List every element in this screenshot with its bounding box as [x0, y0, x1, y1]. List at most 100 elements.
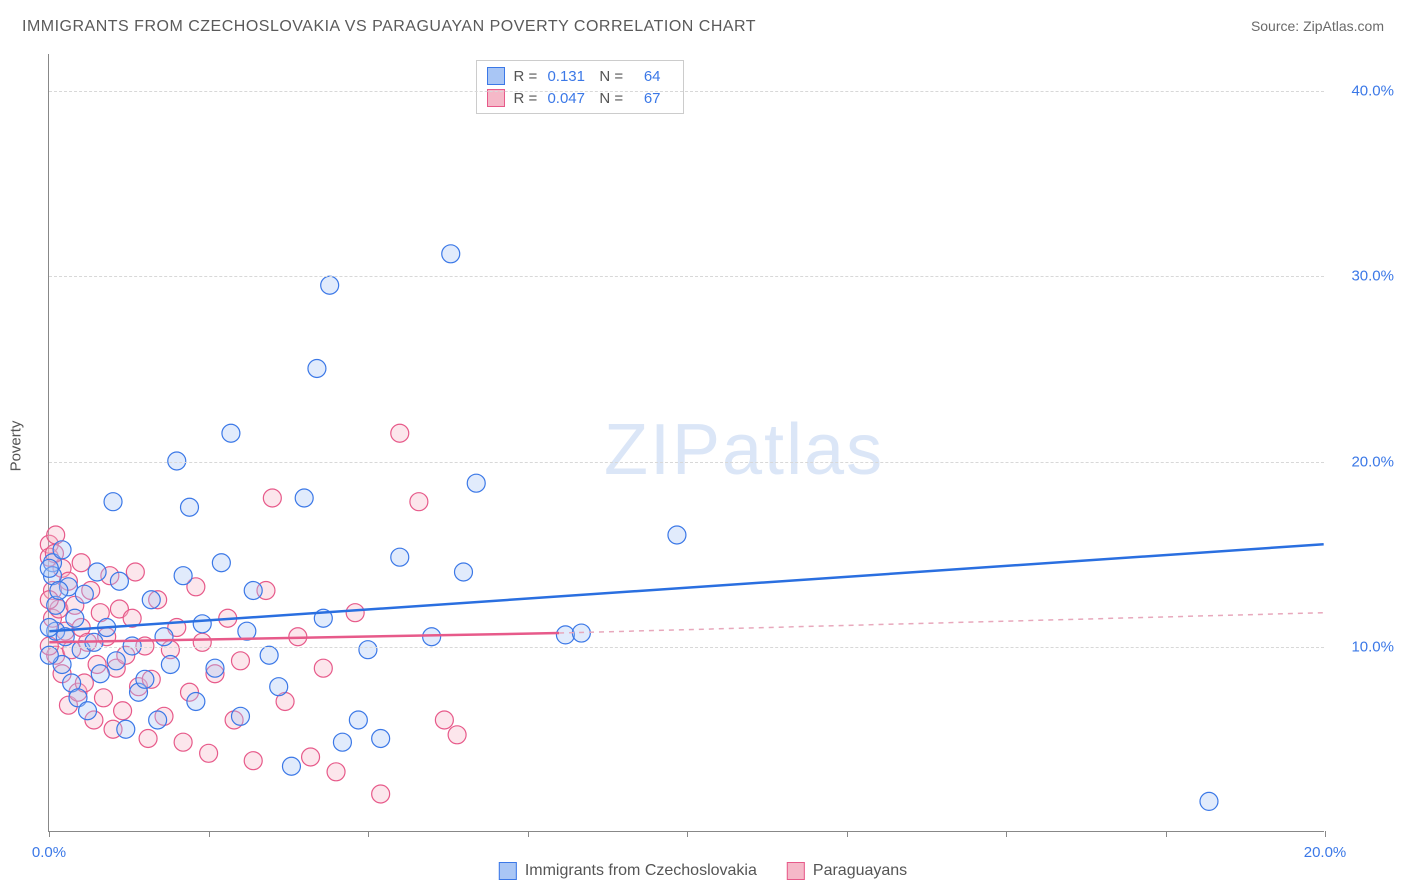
n-value: 64 [631, 68, 673, 85]
x-tick [209, 831, 210, 837]
r-value: 0.047 [545, 90, 587, 107]
data-point [372, 730, 390, 748]
data-point [174, 567, 192, 585]
data-point [206, 659, 224, 677]
data-point [53, 541, 71, 559]
legend-label: Immigrants from Czechoslovakia [525, 862, 757, 880]
n-label: N = [595, 90, 623, 107]
legend-item: Immigrants from Czechoslovakia [499, 862, 757, 880]
x-tick [687, 831, 688, 837]
chart-title: IMMIGRANTS FROM CZECHOSLOVAKIA VS PARAGU… [22, 18, 756, 36]
source-prefix: Source: [1251, 18, 1303, 34]
legend-swatch [487, 67, 505, 85]
y-tick-label: 20.0% [1334, 453, 1394, 470]
data-point [231, 652, 249, 670]
data-point [556, 626, 574, 644]
data-point [410, 493, 428, 511]
data-point [181, 498, 199, 516]
legend-series: Immigrants from Czechoslovakia Paraguayan… [499, 862, 907, 880]
x-tick-label: 20.0% [1304, 844, 1347, 861]
data-point [136, 670, 154, 688]
x-tick [49, 831, 50, 837]
data-point [72, 554, 90, 572]
x-tick [1006, 831, 1007, 837]
y-tick-label: 40.0% [1334, 83, 1394, 100]
data-point [308, 360, 326, 378]
data-point [263, 489, 281, 507]
y-axis-label: Poverty [8, 421, 25, 472]
data-point [104, 493, 122, 511]
source-attribution: Source: ZipAtlas.com [1251, 18, 1384, 34]
x-tick [368, 831, 369, 837]
n-label: N = [595, 68, 623, 85]
trend-line [559, 613, 1324, 633]
data-point [114, 702, 132, 720]
legend-correlation: R = 0.131 N = 64 R = 0.047 N = 67 [476, 60, 684, 114]
data-point [314, 659, 332, 677]
data-point [79, 702, 97, 720]
data-point [75, 585, 93, 603]
data-point [231, 707, 249, 725]
data-point [270, 678, 288, 696]
data-point [391, 548, 409, 566]
data-point [139, 730, 157, 748]
n-value: 67 [631, 90, 673, 107]
source-name: ZipAtlas.com [1303, 18, 1384, 34]
data-point [346, 604, 364, 622]
legend-item: Paraguayans [787, 862, 907, 880]
gridline [49, 91, 1324, 92]
data-point [668, 526, 686, 544]
data-point [40, 646, 58, 664]
r-value: 0.131 [545, 68, 587, 85]
data-point [94, 689, 112, 707]
header: IMMIGRANTS FROM CZECHOSLOVAKIA VS PARAGU… [22, 18, 1384, 36]
r-label: R = [513, 68, 537, 85]
data-point [327, 763, 345, 781]
y-tick-label: 30.0% [1334, 268, 1394, 285]
gridline [49, 462, 1324, 463]
data-point [142, 591, 160, 609]
data-point [110, 572, 128, 590]
data-point [260, 646, 278, 664]
data-point [126, 563, 144, 581]
x-tick [847, 831, 848, 837]
data-point [40, 559, 58, 577]
legend-rn-row: R = 0.131 N = 64 [487, 65, 673, 87]
data-point [321, 276, 339, 294]
x-tick [1166, 831, 1167, 837]
data-point [302, 748, 320, 766]
data-point [222, 424, 240, 442]
x-tick [1325, 831, 1326, 837]
data-point [155, 628, 173, 646]
chart-svg [49, 54, 1324, 831]
data-point [40, 619, 58, 637]
data-point [187, 693, 205, 711]
data-point [282, 757, 300, 775]
data-point [349, 711, 367, 729]
data-point [149, 711, 167, 729]
data-point [91, 665, 109, 683]
data-point [244, 752, 262, 770]
data-point [448, 726, 466, 744]
data-point [88, 563, 106, 581]
data-point [66, 609, 84, 627]
legend-swatch [499, 862, 517, 880]
data-point [435, 711, 453, 729]
data-point [174, 733, 192, 751]
gridline [49, 647, 1324, 648]
data-point [372, 785, 390, 803]
plot-area: ZIPatlas R =0.131 N =64R =0.047 N =67 10… [48, 54, 1324, 832]
gridline [49, 276, 1324, 277]
data-point [442, 245, 460, 263]
data-point [117, 720, 135, 738]
legend-swatch [787, 862, 805, 880]
data-point [200, 744, 218, 762]
data-point [193, 633, 211, 651]
data-point [359, 641, 377, 659]
data-point [212, 554, 230, 572]
data-point [333, 733, 351, 751]
data-point [161, 656, 179, 674]
data-point [467, 474, 485, 492]
data-point [193, 615, 211, 633]
r-label: R = [513, 90, 537, 107]
